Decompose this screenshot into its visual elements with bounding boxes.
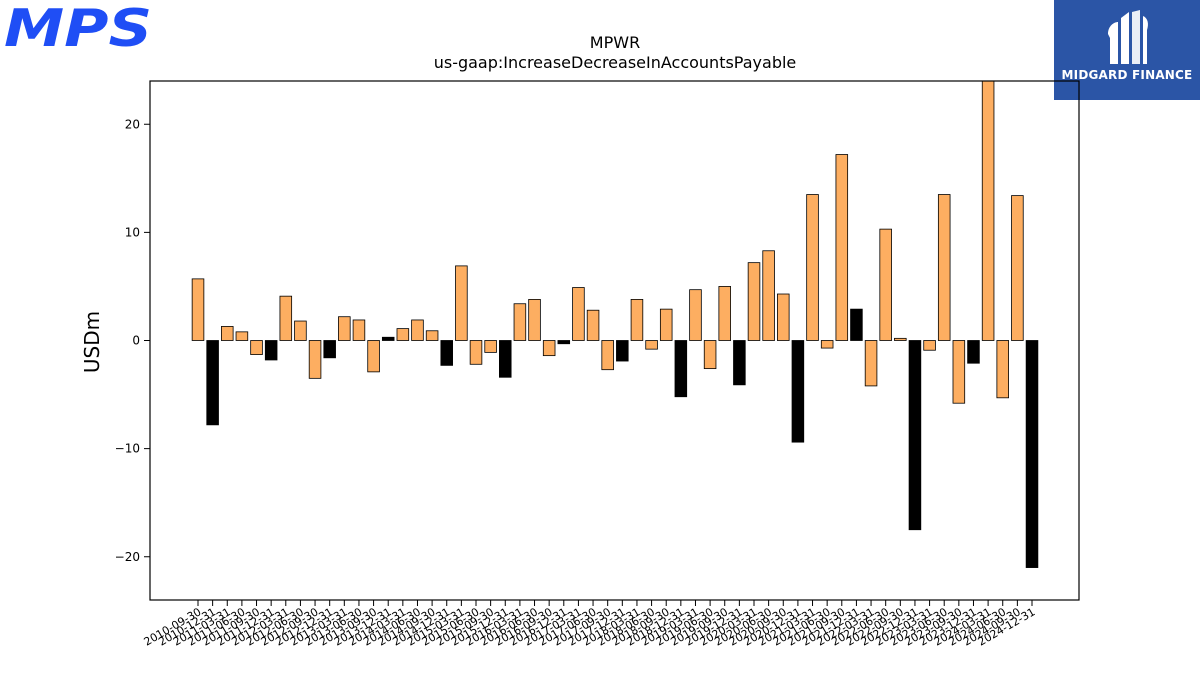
y-axis-label: USDm [80, 311, 104, 373]
bar [981, 80, 995, 341]
midgard-logo-icon [1108, 10, 1148, 64]
y-tick-label: 0 [132, 334, 140, 348]
bar [352, 319, 366, 341]
bar [762, 250, 775, 341]
bar [659, 308, 673, 341]
y-ticks-group: −20 −10 0 10 20 [115, 117, 150, 564]
bar [469, 340, 483, 365]
bar [820, 340, 834, 349]
bar [806, 194, 819, 341]
bar [718, 286, 731, 341]
y-tick-label: −20 [115, 550, 140, 564]
y-tick-label: −10 [115, 442, 140, 456]
bar [528, 299, 541, 341]
bar [645, 340, 658, 350]
bar [221, 326, 234, 341]
bar [294, 320, 307, 341]
bar [601, 340, 614, 371]
y-tick-label: 10 [125, 225, 140, 239]
bar [835, 154, 849, 341]
bar [689, 289, 702, 341]
plot-frame [149, 80, 1080, 601]
bar [425, 330, 439, 341]
bar [923, 340, 936, 351]
bar [484, 340, 497, 353]
bar [367, 340, 380, 373]
chart-title: MPWR [590, 33, 640, 52]
mps-logo-text: MPS [4, 4, 152, 50]
bar [206, 340, 219, 426]
bar [894, 337, 907, 341]
bar [879, 228, 892, 341]
bar [996, 340, 1009, 399]
bar [747, 262, 761, 341]
bar [777, 293, 790, 341]
bar [572, 287, 585, 341]
bar [791, 340, 805, 443]
bar [674, 340, 688, 398]
bar [542, 340, 556, 357]
bar [586, 309, 600, 341]
bar [250, 340, 263, 355]
bar [440, 340, 453, 366]
bar [733, 340, 746, 386]
bar [396, 328, 410, 341]
midgard-finance-badge: MIDGARD FINANCE [1054, 0, 1200, 100]
bar [455, 265, 468, 341]
bar [499, 340, 512, 378]
bar [308, 340, 322, 379]
bar [323, 340, 336, 359]
bar [264, 340, 278, 361]
y-tick-label: 20 [125, 117, 140, 131]
bar [952, 340, 966, 404]
bar [703, 340, 717, 370]
bar [411, 319, 424, 341]
bar [513, 303, 527, 341]
bars-group [191, 80, 1039, 568]
chart-subtitle: us-gaap:IncreaseDecreaseInAccountsPayabl… [434, 53, 797, 72]
bar [338, 316, 351, 341]
bar [937, 194, 951, 341]
bar [1011, 195, 1024, 341]
bar [557, 340, 571, 345]
bar [381, 336, 395, 341]
mps-logo: MPS [4, 4, 152, 50]
midgard-finance-text: MIDGARD FINANCE [1061, 68, 1193, 82]
bar [616, 340, 629, 362]
bar [630, 299, 644, 341]
bar [191, 278, 205, 341]
bar [967, 340, 980, 364]
bar [279, 295, 293, 341]
x-ticks-group: 2010-09-302010-12-312011-03-312011-06-30… [142, 600, 1038, 649]
bar [235, 331, 249, 341]
bar [908, 340, 922, 531]
bar [850, 308, 863, 341]
bar [1025, 340, 1039, 568]
bar [864, 340, 878, 387]
